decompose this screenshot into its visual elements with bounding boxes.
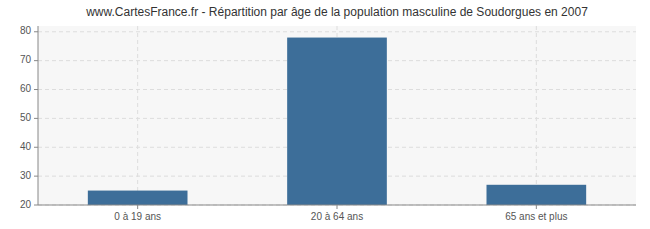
chart-svg: www.CartesFrance.fr - Répartition par âg… [0,0,650,229]
y-tick [34,60,38,61]
y-tick-label: 50 [20,112,32,123]
y-tick-label: 30 [20,170,32,181]
y-tick-label: 40 [20,141,32,152]
y-axis-line [38,26,39,205]
y-tick [34,147,38,148]
bar [487,185,587,205]
x-tick [137,205,138,209]
bars [88,38,586,205]
y-tick-label: 80 [20,25,32,36]
grid-line-y [38,31,636,32]
y-tick-label: 20 [20,199,32,210]
bar [287,38,387,205]
y-tick [34,205,38,206]
y-tick [34,118,38,119]
y-tick-label: 70 [20,54,32,65]
bar [88,191,188,205]
axes: 20 30 40 50 60 70 80 0 à 19 ans 20 à 64 ans 65 an… [20,25,636,222]
x-tick-label: 65 ans et plus [505,211,567,222]
x-tick [536,205,537,209]
x-tick-label: 0 à 19 ans [114,211,161,222]
x-tick [337,205,338,209]
y-tick [34,89,38,90]
y-tick [34,31,38,32]
y-tick-label: 60 [20,83,32,94]
chart-container: www.CartesFrance.fr - Répartition par âg… [0,0,650,229]
grid-line-x [536,26,537,205]
y-tick [34,176,38,177]
grid-line-x [137,26,138,205]
x-tick-label: 20 à 64 ans [311,211,363,222]
title: www.CartesFrance.fr - Répartition par âg… [85,5,588,19]
